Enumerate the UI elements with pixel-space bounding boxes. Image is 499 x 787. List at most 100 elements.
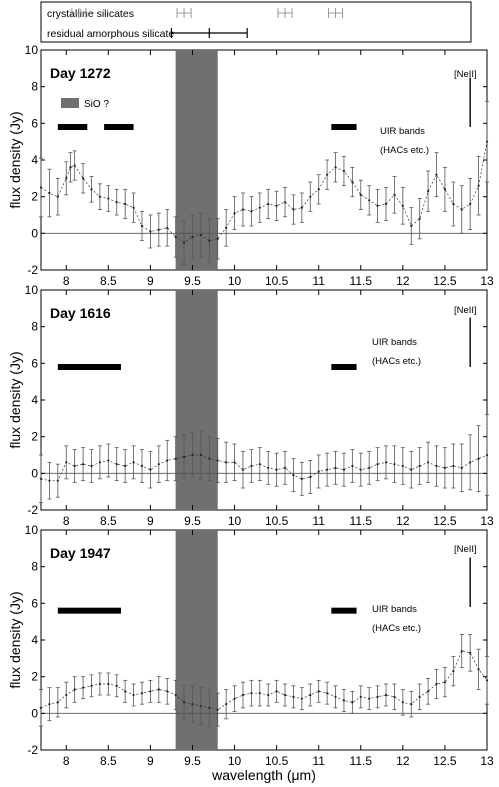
x-tick-label: 12: [396, 274, 410, 288]
legend-crystalline-marks: [71, 8, 344, 18]
x-ticks: 8 8.5 9 9.5 10 10.5 11 11.5 12 12.5 13: [63, 290, 494, 528]
data-point: [182, 701, 186, 704]
panel-label: Day 1616: [50, 305, 111, 321]
panel-day-1616: -2 0 2 4 6 8 10 8 8.5 9 9.5 10 10.5 11 11.5 12 12.5 13 D…: [25, 283, 494, 528]
y-axis-title-3: flux density (Jy): [7, 591, 23, 688]
series-line: [40, 141, 488, 243]
shaded-band: [175, 530, 218, 750]
data-point: [241, 693, 245, 697]
data-point: [477, 457, 480, 460]
data-point: [283, 693, 287, 697]
data-point: [443, 466, 447, 469]
uir-label-line1: UIR bands: [372, 604, 417, 615]
y-tick-label: 10: [25, 523, 39, 537]
y-tick-label: 4: [31, 153, 38, 167]
panel-frame: [40, 529, 488, 751]
data-point: [326, 468, 329, 471]
y-ticks: -2 0 2 4 6 8 10: [25, 283, 487, 517]
panel-day-1272: -2 0 2 4 6 8 10 8 8.5 9 9.5 10 10.5 11 11.5 12 12.5 13 D…: [25, 43, 494, 288]
x-tick-label: 11: [312, 514, 325, 528]
sio-legend-swatch: [61, 98, 79, 108]
x-tick-label: 10: [228, 754, 242, 768]
sio-legend-label: SiO ?: [84, 99, 109, 110]
data-point: [418, 217, 421, 220]
data-point: [191, 235, 194, 239]
legend-amorphous-mark: [170, 28, 248, 38]
data-point: [56, 195, 59, 198]
data-point: [300, 477, 303, 480]
uir-bars: [57, 607, 357, 614]
data-point: [233, 461, 236, 464]
data-point: [174, 457, 177, 460]
x-tick-label: 12.5: [433, 754, 457, 768]
neii-label: [NeII]: [454, 69, 477, 80]
uir-bars: [57, 124, 357, 130]
y-axis-title-1: flux density (Jy): [7, 111, 23, 208]
data-point: [81, 686, 85, 689]
x-tick-label: 8: [63, 274, 70, 288]
y-tick-label: 0: [31, 466, 38, 480]
data-point: [157, 688, 160, 691]
data-point: [376, 463, 379, 466]
y-tick-label: -2: [27, 743, 38, 757]
data-point: [73, 688, 76, 691]
x-tick-label: 10.5: [265, 274, 289, 288]
uir-label-line1: UIR bands: [372, 337, 417, 348]
data-series: [39, 634, 489, 727]
y-ticks: -2 0 2 4 6 8 10: [25, 43, 487, 277]
x-tick-label: 10.5: [265, 514, 289, 528]
uir-label-line2: (HACs etc.): [380, 145, 429, 156]
uir-bar: [57, 607, 121, 614]
data-point: [81, 177, 85, 180]
x-tick-label: 13: [480, 274, 494, 288]
series-line: [40, 650, 488, 711]
data-point: [216, 708, 219, 711]
data-series: [39, 414, 489, 504]
x-tick-label: 8: [63, 514, 70, 528]
x-tick-label: 13: [480, 514, 494, 528]
x-tick-label: 8.5: [100, 754, 117, 768]
uir-bar: [331, 124, 357, 130]
data-point: [241, 208, 245, 211]
data-point: [191, 453, 194, 457]
data-point: [149, 690, 152, 693]
data-point: [376, 204, 379, 207]
shaded-band: [175, 290, 218, 510]
data-point: [225, 461, 228, 464]
x-tick-label: 12.5: [433, 514, 457, 528]
x-tick-label: 10.5: [265, 754, 289, 768]
y-axis-title-2: flux density (Jy): [7, 351, 23, 448]
x-ticks: 8 8.5 9 9.5 10 10.5 11 11.5 12 12.5 13: [63, 530, 494, 768]
panel-day-1947: -2 0 2 4 6 8 10 8 8.5 9 9.5 10 10.5 11 11.5 12 12.5 13 D…: [25, 523, 494, 768]
y-tick-label: 4: [31, 633, 38, 647]
x-tick-label: 12: [396, 754, 410, 768]
x-tick-label: 11.5: [350, 274, 373, 288]
y-tick-label: 2: [31, 430, 38, 444]
neii-label: [NeII]: [454, 305, 477, 316]
y-tick-label: 6: [31, 596, 38, 610]
panel-label: Day 1272: [50, 65, 111, 81]
x-tick-label: 9.5: [184, 274, 201, 288]
y-ticks: -2 0 2 4 6 8 10: [25, 523, 487, 757]
data-point: [359, 193, 362, 196]
data-point: [250, 464, 253, 468]
uir-label-line2: (HACs etc.): [372, 356, 421, 367]
x-tick-label: 9.5: [184, 514, 201, 528]
data-point: [124, 464, 127, 468]
x-tick-label: 11.5: [350, 754, 373, 768]
y-tick-label: 8: [31, 80, 38, 94]
data-point: [275, 204, 278, 207]
x-tick-label: 8: [63, 754, 70, 768]
data-point: [485, 140, 489, 143]
panel-label: Day 1947: [50, 545, 111, 561]
x-tick-label: 12: [396, 514, 410, 528]
x-tick-label: 8.5: [100, 514, 117, 528]
data-point: [443, 681, 447, 684]
data-point: [376, 695, 379, 698]
uir-bar: [331, 364, 357, 370]
y-tick-label: 8: [31, 320, 38, 334]
data-point: [124, 202, 127, 206]
x-tick-label: 10: [228, 274, 242, 288]
data-point: [69, 166, 72, 169]
